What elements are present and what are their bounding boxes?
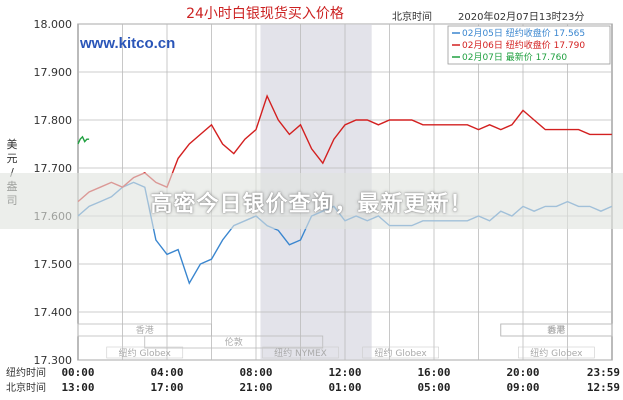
y-tick-label: 18.000 [34, 18, 73, 31]
y-axis-title-char: 美 [7, 138, 18, 151]
y-tick-label: 17.500 [34, 258, 73, 271]
y-axis-title-char: / [10, 166, 14, 179]
x-tick-label: 09:00 [506, 381, 539, 394]
series-line [77, 135, 90, 145]
globex-bar [106, 346, 184, 359]
market-bar-label: 悉尼 [547, 324, 565, 336]
legend-entry: 02月06日 纽约收盘价 17.790 [462, 39, 585, 51]
y-axis-title-char: 元 [7, 152, 18, 165]
x-tick-label: 21:00 [239, 381, 272, 394]
x-tick-label: 12:00 [328, 366, 361, 379]
site-watermark: www.kitco.cn [79, 35, 175, 52]
x-tick-label: 01:00 [328, 381, 361, 394]
x-tick-label: 13:00 [61, 381, 94, 394]
x-tick-label: 04:00 [150, 366, 183, 379]
market-bar-label: 香港 [547, 324, 565, 336]
globex-bar [262, 346, 339, 359]
x-tick-label: 17:00 [150, 381, 183, 394]
market-bar [144, 335, 324, 349]
y-tick-label: 17.700 [34, 162, 73, 175]
x-row-label: 北京时间 [6, 381, 46, 394]
globex-label: 纽约 NYMEX [274, 347, 327, 359]
x-tick-label: 00:00 [61, 366, 94, 379]
x-row-label: 纽约时间 [6, 366, 46, 379]
overlay-title: 高密今日银价查询，最新更新！ [150, 192, 473, 217]
market-bar-label: 伦敦 [225, 336, 243, 348]
globex-bar [518, 346, 595, 359]
timestamp-label: 2020年02月07日13时23分 [458, 10, 584, 23]
legend-entry: 02月05日 纽约收盘价 17.565 [462, 27, 585, 39]
globex-bar [362, 346, 439, 359]
y-tick-label: 17.300 [34, 354, 73, 367]
x-tick-label: 05:00 [417, 381, 450, 394]
x-tick-label: 20:00 [506, 366, 539, 379]
y-tick-label: 17.900 [34, 66, 73, 79]
y-tick-label: 17.800 [34, 114, 73, 127]
x-tick-label: 08:00 [239, 366, 272, 379]
globex-label: 纽约 Globex [530, 347, 583, 359]
market-bar-label: 香港 [136, 324, 154, 336]
y-tick-label: 17.400 [34, 306, 73, 319]
globex-label: 纽约 Globex [119, 347, 172, 359]
legend-box [447, 25, 611, 65]
x-tick-label: 12:59 [587, 381, 620, 394]
market-bar [500, 323, 613, 337]
legend-entry: 02月07日 最新价 17.760 [462, 51, 567, 63]
timezone-label: 北京时间 [392, 10, 432, 23]
x-tick-label: 23:59 [587, 366, 620, 379]
x-tick-label: 16:00 [417, 366, 450, 379]
globex-label: 纽约 Globex [374, 347, 427, 359]
chart-title: 24小时白银现货买入价格 [186, 5, 344, 22]
overlay-banner [0, 173, 623, 229]
